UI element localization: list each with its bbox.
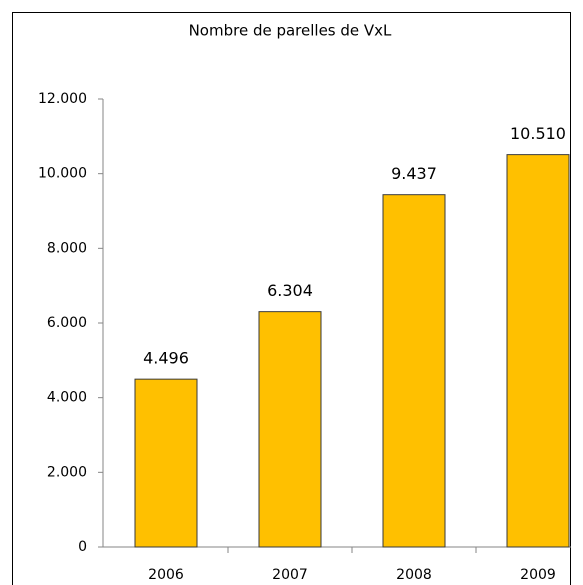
value-label: 6.304 — [267, 281, 313, 300]
value-label: 4.496 — [143, 349, 189, 368]
x-tick-label: 2009 — [520, 567, 556, 583]
y-tick-label: 12.000 — [38, 91, 87, 107]
x-tick-label: 2007 — [272, 567, 308, 583]
x-tick-label: 2006 — [148, 567, 184, 583]
y-tick-label: 8.000 — [47, 240, 87, 256]
y-tick-label: 0 — [78, 539, 87, 555]
bar — [506, 154, 570, 548]
y-tick-label: 4.000 — [47, 390, 87, 406]
value-label: 9.437 — [391, 164, 437, 183]
bar — [134, 378, 198, 548]
y-tick-label: 2.000 — [47, 464, 87, 480]
value-label: 10.510 — [510, 124, 566, 143]
bar — [258, 311, 322, 548]
x-tick-label: 2008 — [396, 567, 432, 583]
chart-title: Nombre de parelles de VxL — [189, 22, 392, 40]
y-tick-label: 10.000 — [38, 166, 87, 182]
y-tick-label: 6.000 — [47, 315, 87, 331]
bar — [382, 194, 446, 548]
